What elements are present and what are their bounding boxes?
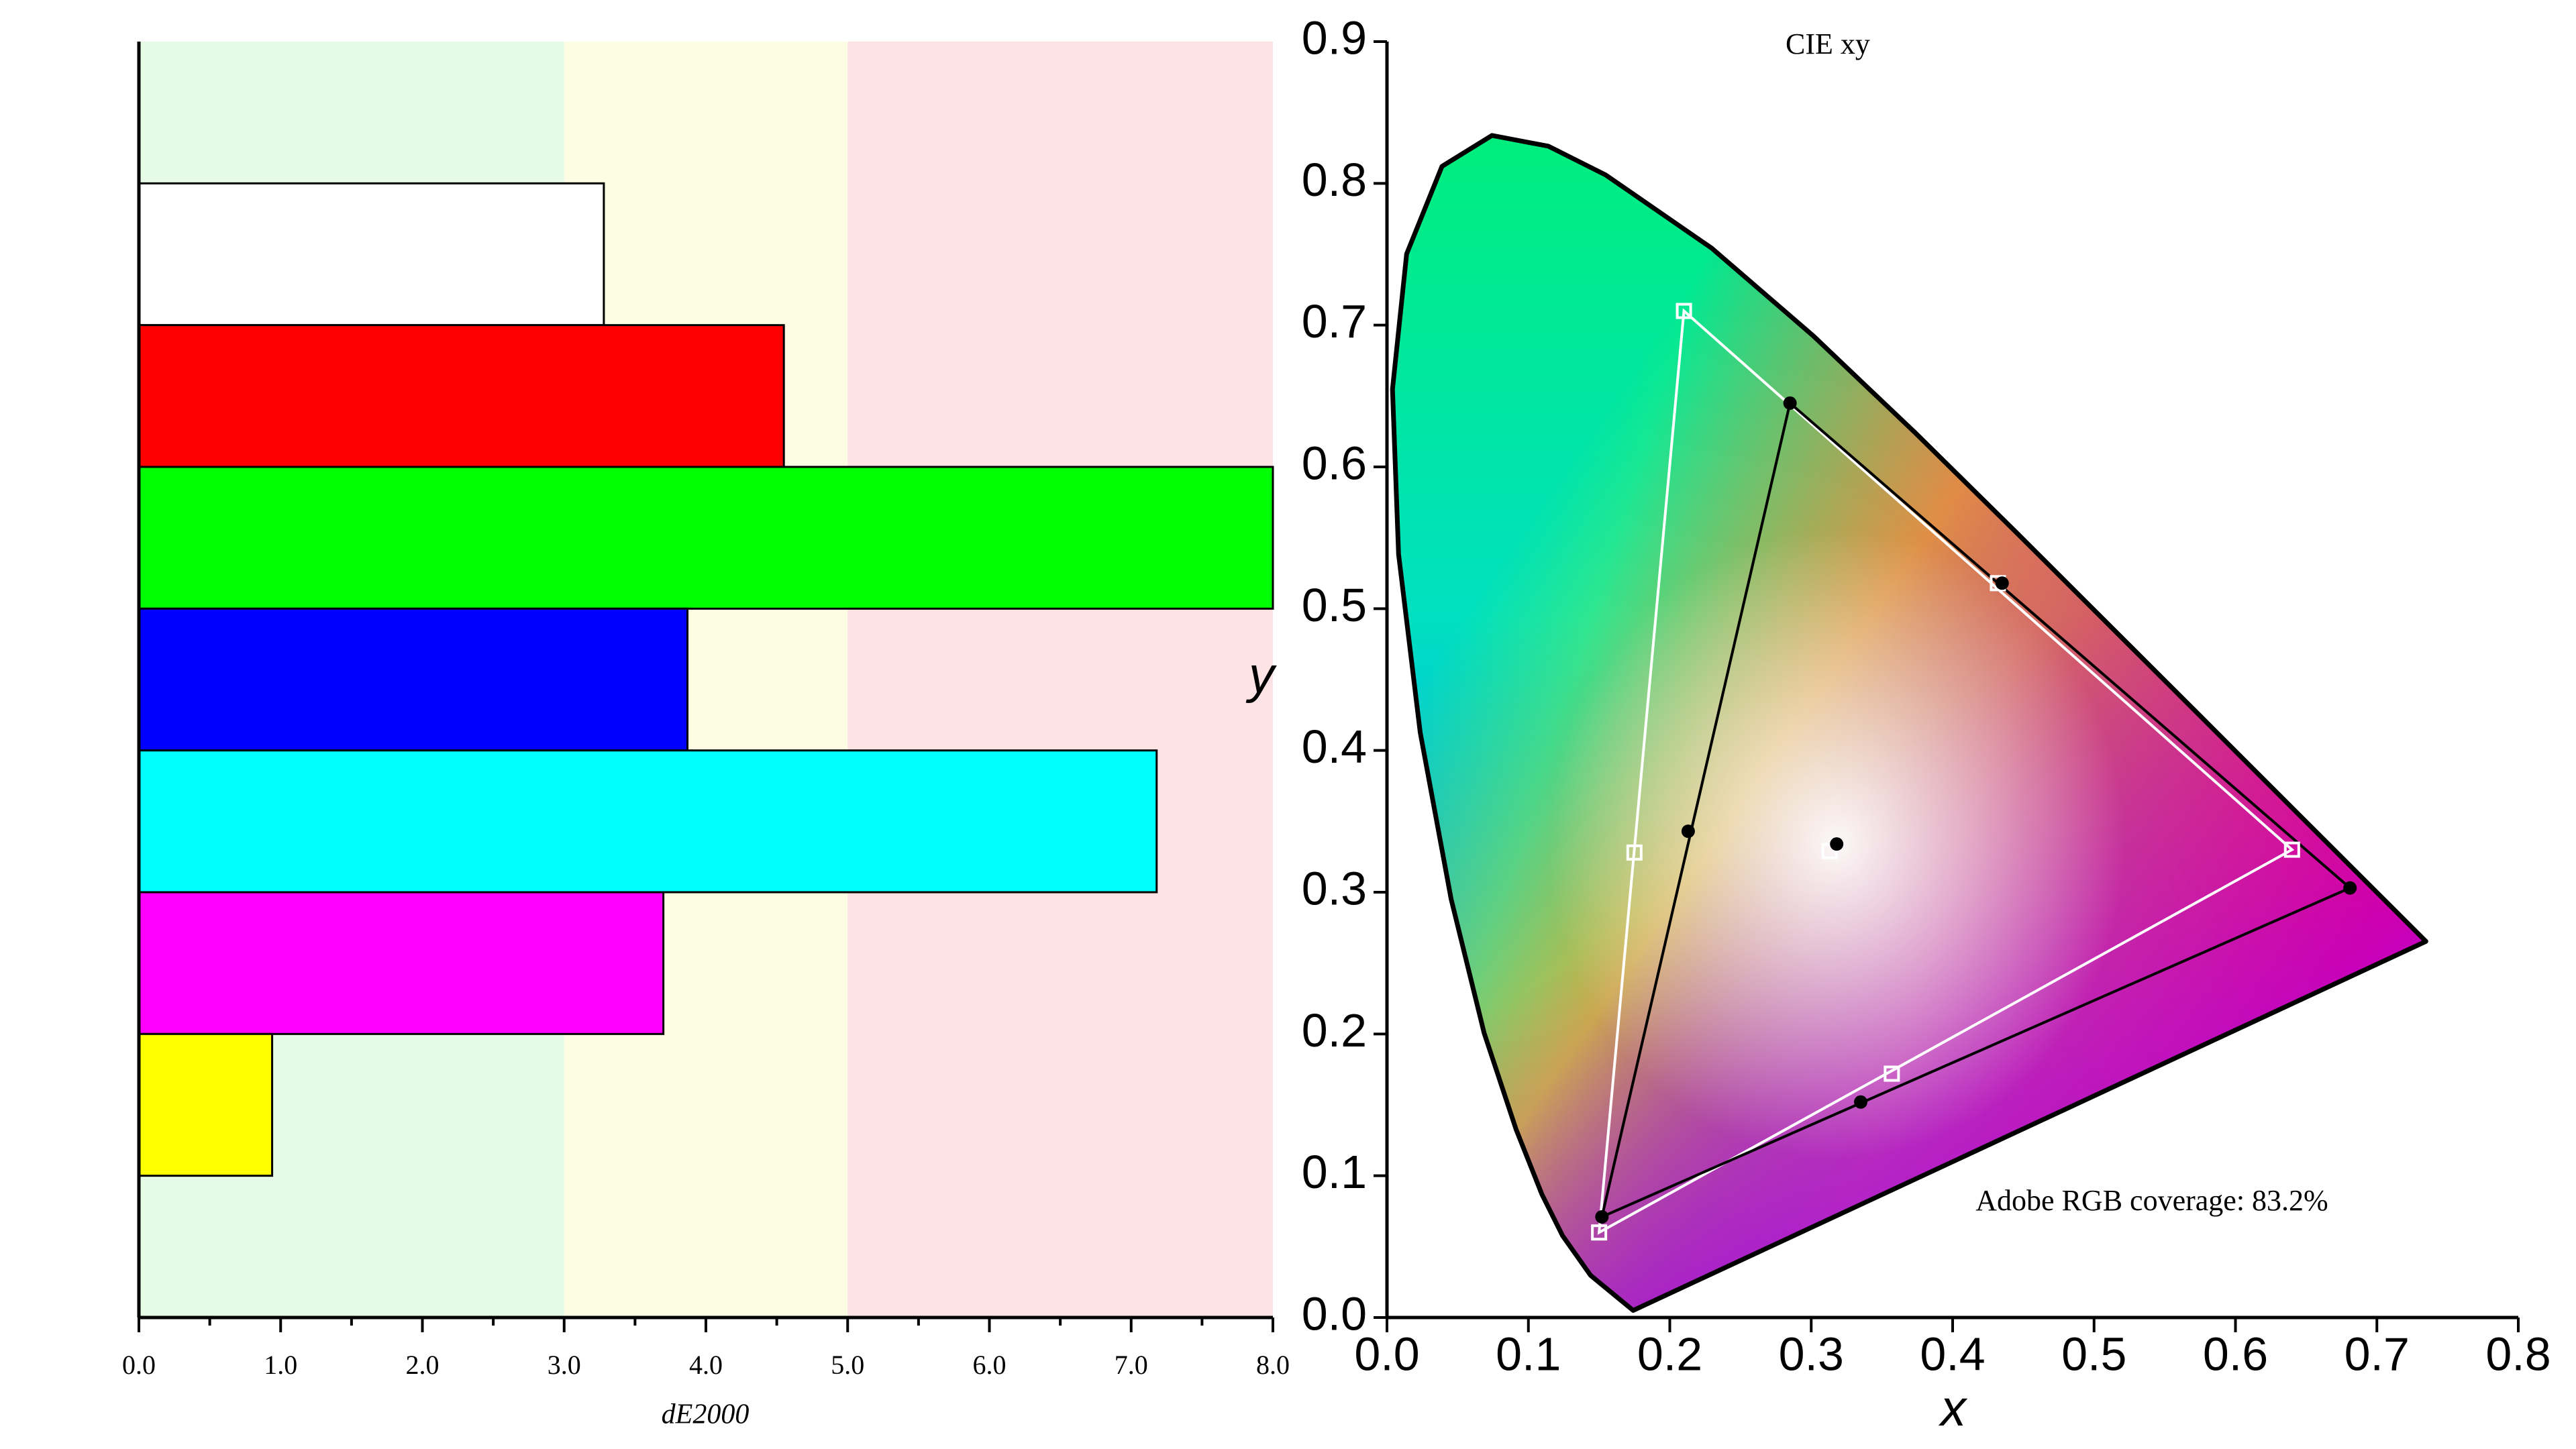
y-tick-label: 0.0 xyxy=(1302,1287,1367,1340)
measured-point xyxy=(1595,1210,1609,1224)
bar xyxy=(138,466,1274,610)
x-tick-label: 0.3 xyxy=(1779,1328,1844,1380)
x-tick-label: 0.6 xyxy=(2203,1328,2268,1380)
y-tick-label: 0.2 xyxy=(1302,1004,1367,1057)
gamut-triangle xyxy=(1597,308,2295,1235)
y-tick-label: 0.4 xyxy=(1302,720,1367,773)
x-tick-label: 0.7 xyxy=(2345,1328,2410,1380)
measured-point xyxy=(1783,396,1797,410)
x-tick-label: 0.0 xyxy=(1354,1328,1419,1380)
gamut-triangle xyxy=(1600,400,2353,1220)
target-point xyxy=(1591,1224,1608,1241)
annotation: Adobe RGB coverage: 83.2% xyxy=(1975,1184,2328,1217)
x-tick-label: 1.0 xyxy=(264,1350,297,1380)
target-point xyxy=(2283,841,2300,858)
y-tick-label: 0.3 xyxy=(1302,862,1367,914)
y-tick-label: 0.1 xyxy=(1302,1146,1367,1198)
x-tick-label: 7.0 xyxy=(1115,1350,1148,1380)
y-axis-label: y xyxy=(1245,647,1277,704)
x-tick-label: 0.1 xyxy=(1496,1328,1561,1380)
bar xyxy=(138,324,785,468)
x-tick-label: 0.0 xyxy=(122,1350,156,1380)
bar xyxy=(138,1032,274,1177)
bar xyxy=(138,182,605,327)
measured-point xyxy=(1854,1095,1868,1109)
x-tick-label: 0.4 xyxy=(1920,1328,1985,1380)
target-point xyxy=(1821,843,1838,859)
target-point xyxy=(1626,844,1643,861)
y-tick-label: 0.5 xyxy=(1302,579,1367,631)
y-tick-label: 0.9 xyxy=(1302,11,1367,64)
cie-chart: 0.0 0.1 0.2 0.3 0.4 0.5 0.6 0.7 0.8 0.0 0.1 0.2 0.3 0… xyxy=(1245,11,2551,1437)
measured-point xyxy=(1995,576,2009,590)
x-tick-label: 4.0 xyxy=(689,1350,723,1380)
y-tick-label: 0.7 xyxy=(1302,295,1367,347)
x-tick-label: 8.0 xyxy=(1256,1350,1290,1380)
y-tick-label: 0.8 xyxy=(1302,154,1367,206)
chart-title: CIE xy xyxy=(1786,28,1870,60)
measured-point xyxy=(1681,824,1695,839)
x-tick-label: 0.2 xyxy=(1637,1328,1702,1380)
x-tick-label: 0.8 xyxy=(2485,1328,2551,1380)
bar xyxy=(138,749,1158,894)
measured-point xyxy=(1830,837,1844,851)
y-tick-label: 0.6 xyxy=(1302,437,1367,489)
target-point xyxy=(1884,1065,1900,1082)
bar xyxy=(138,607,689,752)
x-tick-label: 3.0 xyxy=(548,1350,581,1380)
x-tick-label: 0.5 xyxy=(2061,1328,2126,1380)
target-point xyxy=(1676,303,1692,319)
x-axis-label: dE2000 xyxy=(662,1399,750,1430)
zone-band xyxy=(847,42,1273,1318)
x-tick-label: 5.0 xyxy=(831,1350,864,1380)
x-tick-label: 2.0 xyxy=(406,1350,440,1380)
measured-point xyxy=(2343,881,2357,895)
spectral-locus xyxy=(1390,133,2428,1313)
bar xyxy=(138,891,665,1035)
x-tick-label: 6.0 xyxy=(973,1350,1007,1380)
de2000-chart: 0.0 1.0 2.0 3.0 4.0 5.0 6.0 7.0 8.0 dE2000 xyxy=(122,42,1290,1430)
gamut-fill xyxy=(1392,135,2426,1311)
x-axis-label: x xyxy=(1938,1380,1968,1437)
